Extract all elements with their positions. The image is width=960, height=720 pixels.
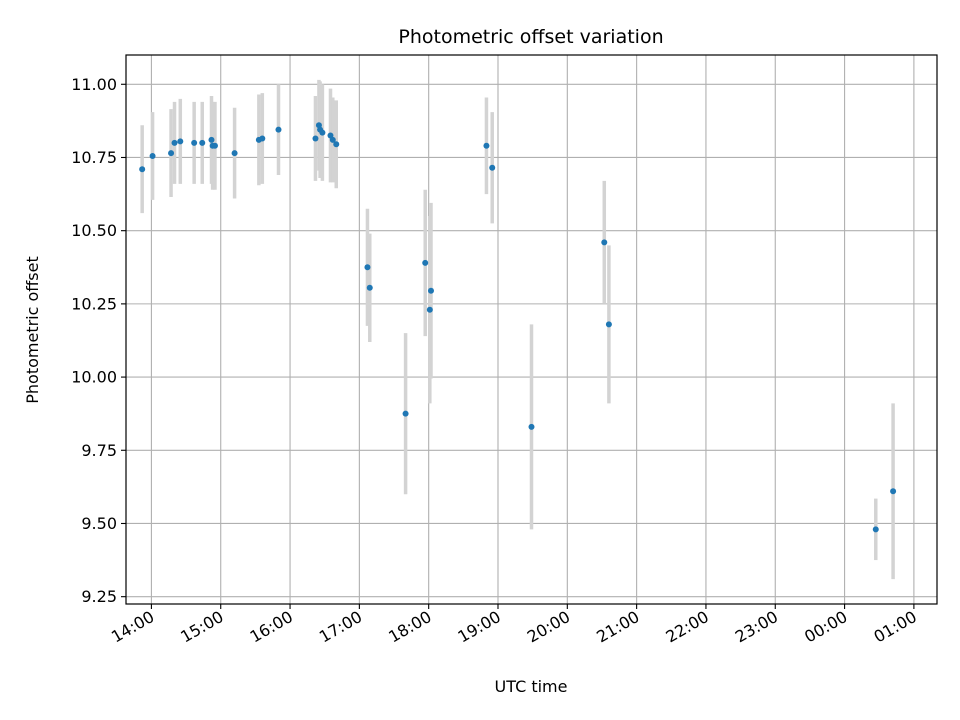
data-points xyxy=(139,122,897,533)
data-point xyxy=(327,132,334,139)
data-point xyxy=(312,135,319,142)
data-point xyxy=(149,153,156,160)
x-tick-label: 14:00 xyxy=(108,607,157,647)
y-tick-label: 11.00 xyxy=(71,75,117,94)
y-tick-label: 9.75 xyxy=(81,441,117,460)
x-axis-ticks: 14:00 15:00 16:00 17:00 18:00 19:00 20:00 21:00… xyxy=(108,604,920,647)
x-tick-label: 16:00 xyxy=(247,607,296,647)
y-axis-title: Photometric offset xyxy=(23,256,42,404)
data-point xyxy=(329,136,336,143)
y-tick-label: 9.25 xyxy=(81,587,117,606)
data-point xyxy=(364,264,371,271)
data-point xyxy=(191,139,198,146)
x-tick-label: 23:00 xyxy=(732,607,781,647)
data-point xyxy=(259,135,266,142)
x-tick-label: 20:00 xyxy=(524,607,573,647)
data-point xyxy=(208,136,215,143)
y-tick-label: 10.75 xyxy=(71,148,117,167)
data-point xyxy=(366,284,373,291)
data-point xyxy=(275,126,282,133)
error-bars xyxy=(140,79,895,580)
data-point xyxy=(489,164,496,171)
data-point xyxy=(139,166,146,173)
x-tick-label: 17:00 xyxy=(316,607,365,647)
data-point xyxy=(211,142,218,149)
x-tick-label: 18:00 xyxy=(385,607,434,647)
y-tick-label: 9.50 xyxy=(81,514,117,533)
data-point xyxy=(231,150,238,157)
x-tick-label: 01:00 xyxy=(870,607,919,647)
y-axis-ticks: 9.25 9.50 9.75 10.00 10.25 10.50 10.75 11.00 xyxy=(71,75,126,606)
x-tick-label: 15:00 xyxy=(177,607,226,647)
data-point xyxy=(601,239,608,246)
plot-frame xyxy=(125,54,938,605)
data-point xyxy=(483,142,490,149)
data-point xyxy=(427,287,434,294)
y-tick-label: 10.25 xyxy=(71,294,117,313)
data-point xyxy=(168,150,175,157)
data-point xyxy=(199,139,206,146)
data-point xyxy=(605,321,612,328)
data-point xyxy=(402,410,409,417)
data-point xyxy=(528,423,535,430)
data-point xyxy=(426,306,433,313)
y-tick-label: 10.00 xyxy=(71,368,117,387)
data-point xyxy=(872,526,879,533)
data-point xyxy=(177,138,184,145)
x-axis-title: UTC time xyxy=(495,677,568,696)
data-point xyxy=(890,488,897,495)
x-tick-label: 19:00 xyxy=(455,607,504,647)
x-tick-label: 22:00 xyxy=(663,607,712,647)
data-point xyxy=(319,129,326,136)
y-tick-label: 10.50 xyxy=(71,221,117,240)
data-point xyxy=(171,139,178,146)
x-tick-label: 21:00 xyxy=(593,607,642,647)
data-point xyxy=(333,141,340,148)
x-tick-label: 00:00 xyxy=(801,607,850,647)
chart-title: Photometric offset variation xyxy=(398,26,663,48)
data-point xyxy=(422,259,429,266)
